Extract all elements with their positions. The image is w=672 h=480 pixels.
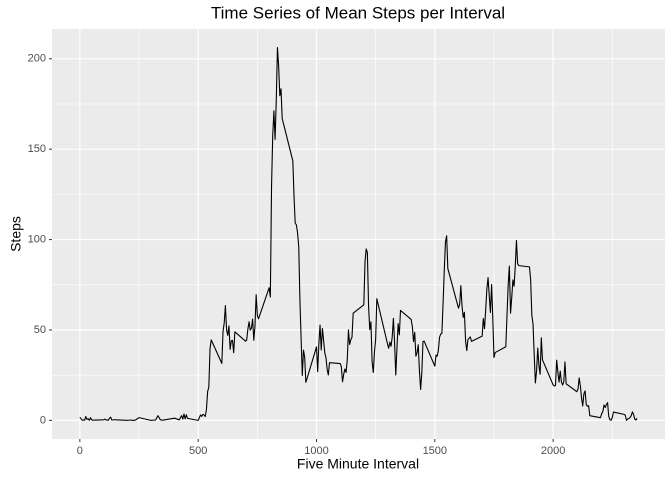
x-tick-label: 2000 bbox=[541, 445, 565, 457]
x-tick-label: 1000 bbox=[304, 445, 328, 457]
y-tick-label: 50 bbox=[34, 324, 46, 336]
y-tick-label: 0 bbox=[40, 414, 46, 426]
y-tick-label: 100 bbox=[28, 233, 46, 245]
y-tick-label: 200 bbox=[28, 53, 46, 65]
x-axis-title: Five Minute Interval bbox=[297, 456, 419, 472]
x-tick-label: 0 bbox=[77, 445, 83, 457]
x-tick-label: 500 bbox=[189, 445, 207, 457]
y-axis-title: Steps bbox=[8, 216, 24, 252]
x-tick-label: 1500 bbox=[423, 445, 447, 457]
chart-title: Time Series of Mean Steps per Interval bbox=[211, 3, 505, 22]
panel bbox=[52, 29, 665, 439]
line bbox=[79, 47, 638, 421]
y-tick-label: 150 bbox=[28, 143, 46, 155]
